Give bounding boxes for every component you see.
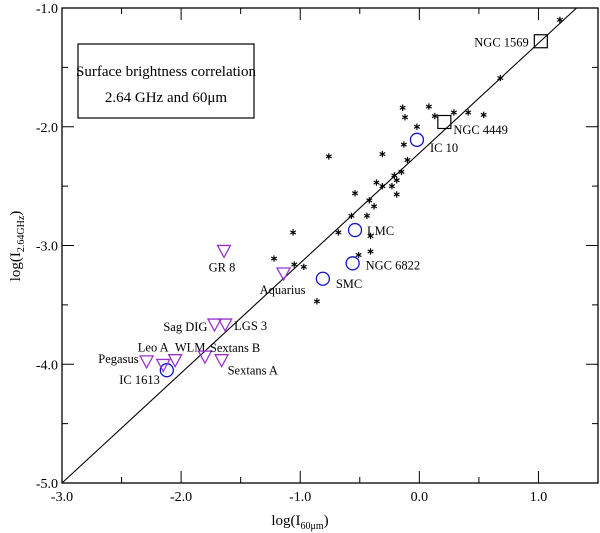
asterisk-point xyxy=(480,111,487,119)
asterisk-point xyxy=(465,109,472,116)
triangle-point xyxy=(155,358,171,373)
asterisk-point xyxy=(398,168,405,176)
asterisk-point xyxy=(325,153,332,160)
asterisk-point xyxy=(363,212,371,220)
asterisk-point xyxy=(370,203,378,210)
asterisk-point xyxy=(425,103,432,110)
asterisk-point xyxy=(379,150,386,158)
circle-point xyxy=(409,132,425,147)
asterisk-point xyxy=(401,114,409,121)
asterisk-point xyxy=(335,229,342,236)
y-tick-label: -2.0 xyxy=(36,121,58,136)
point-label: GR 8 xyxy=(209,260,236,274)
point-label: Sag DIG xyxy=(163,320,207,334)
asterisk-point xyxy=(348,212,355,220)
point-label: Leo A xyxy=(138,340,169,354)
asterisk-point xyxy=(404,156,411,164)
circle-point xyxy=(315,271,331,286)
asterisk-point xyxy=(270,255,278,262)
circle-point xyxy=(347,222,363,238)
y-tick-label: -5.0 xyxy=(36,477,58,492)
asterisk-point xyxy=(413,123,421,130)
triangle-point xyxy=(275,267,292,282)
asterisk-point xyxy=(400,141,407,148)
asterisk-point xyxy=(355,251,362,259)
asterisk-point xyxy=(393,176,400,184)
asterisk-point xyxy=(366,197,373,204)
asterisk-point xyxy=(367,248,374,255)
point-label: WLM xyxy=(175,341,206,355)
asterisk-point xyxy=(300,263,307,271)
asterisk-point xyxy=(391,172,398,179)
asterisk-point xyxy=(450,109,457,116)
y-tick-label: -1.0 xyxy=(36,2,58,17)
point-label: NGC 6822 xyxy=(366,258,421,272)
point-label: Sextans A xyxy=(228,364,278,378)
point-label: LGS 3 xyxy=(234,319,267,333)
fit-line xyxy=(61,7,577,484)
asterisk-point xyxy=(379,182,386,190)
asterisk-point xyxy=(351,190,359,197)
point-label: SMC xyxy=(336,277,362,291)
x-tick-label: -3.0 xyxy=(51,490,73,505)
triangle-point xyxy=(197,350,213,365)
point-label: IC 10 xyxy=(430,141,458,155)
point-label: Aquarius xyxy=(260,283,306,297)
point-label: NGC 4449 xyxy=(453,123,508,137)
asterisk-point xyxy=(291,261,298,268)
asterisk-point xyxy=(313,298,320,305)
square-point xyxy=(437,114,452,130)
y-axis-label: log(I2.64GHz) xyxy=(8,211,27,282)
x-tick-label: -2.0 xyxy=(170,490,192,505)
triangle-point xyxy=(138,355,155,370)
square-point xyxy=(533,34,548,49)
asterisk-point xyxy=(289,229,297,236)
x-tick-label: 0.0 xyxy=(411,490,429,505)
point-label: IC 1613 xyxy=(119,373,160,387)
x-tick-label: -1.0 xyxy=(289,490,311,505)
asterisk-point xyxy=(367,232,374,240)
asterisk-point xyxy=(373,179,380,186)
x-axis-label: log(I60μm) xyxy=(271,513,328,532)
circle-point xyxy=(345,256,360,271)
triangle-point xyxy=(217,318,233,333)
point-label: Pegasus xyxy=(98,352,138,366)
triangle-point xyxy=(167,354,183,369)
annotation-line-2: 2.64 GHz and 60μm xyxy=(105,90,228,106)
annotation-line-1: Surface brightness correlation xyxy=(76,64,256,80)
asterisk-point xyxy=(399,104,406,111)
triangle-point xyxy=(206,318,223,333)
y-tick-label: -4.0 xyxy=(36,358,58,373)
point-label: NGC 1569 xyxy=(474,35,529,49)
asterisk-point xyxy=(556,16,563,24)
point-label: Sextans B xyxy=(210,341,260,355)
annotation-box: Surface brightness correlation 2.64 GHz … xyxy=(76,43,256,119)
y-tick-label: -3.0 xyxy=(36,240,58,255)
asterisk-point xyxy=(393,191,400,198)
x-tick-label: 1.0 xyxy=(530,490,548,505)
triangle-point xyxy=(216,244,232,259)
asterisk-point xyxy=(497,74,504,82)
point-label: LMC xyxy=(367,224,394,238)
triangle-point xyxy=(214,354,230,369)
asterisk-point xyxy=(388,182,396,190)
asterisk-point xyxy=(431,112,438,120)
